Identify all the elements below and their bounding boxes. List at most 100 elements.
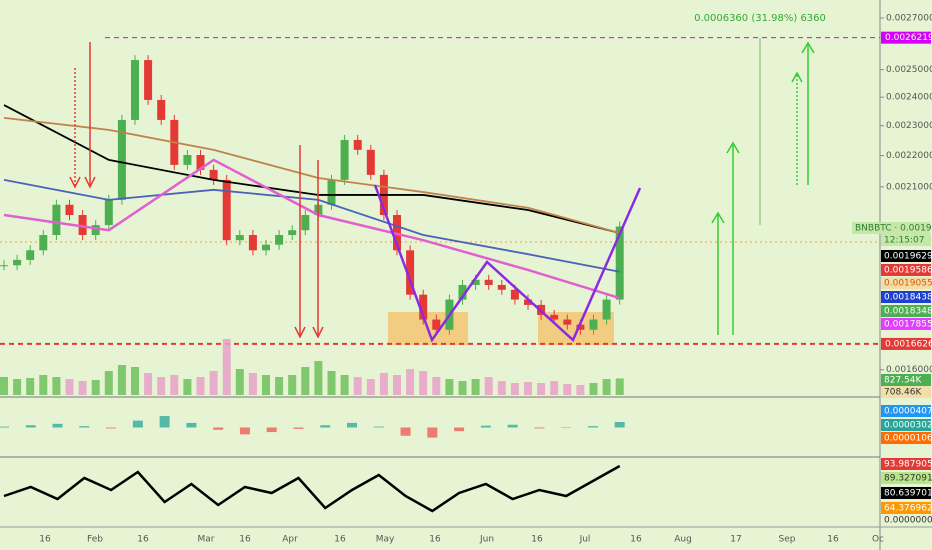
arrowhead <box>726 141 740 154</box>
x-tick-label: Jun <box>479 535 494 545</box>
x-tick-label: 16 <box>630 535 642 545</box>
volume-bar <box>615 378 624 395</box>
arrowhead <box>294 326 306 339</box>
macd-bar <box>0 426 9 428</box>
price-label: 0.0018348 <box>884 307 932 317</box>
macd-bar <box>400 427 411 436</box>
price-label-box <box>881 264 931 276</box>
price-label-box <box>881 250 931 262</box>
level-label-box <box>881 337 931 350</box>
candle <box>589 319 598 330</box>
x-tick-label: 16 <box>239 535 251 545</box>
volume-bar <box>353 377 362 395</box>
candle <box>366 149 375 175</box>
volume-bar <box>510 383 519 395</box>
candle <box>65 204 74 216</box>
volume-bar <box>340 375 349 395</box>
axis-label: 80.6397017 <box>884 489 932 499</box>
candle <box>248 235 257 251</box>
volume-bar <box>379 373 388 395</box>
macd-bar <box>373 426 384 428</box>
volume-bar <box>39 375 48 395</box>
axis-label-box <box>881 374 931 386</box>
volume-bar <box>65 379 74 395</box>
x-tick-label: 16 <box>39 535 51 545</box>
volume-bar <box>131 367 139 395</box>
candle <box>432 319 441 330</box>
price-label-box <box>881 234 931 246</box>
axis-label-box <box>881 405 931 417</box>
price-label-box <box>881 291 931 303</box>
volume-bar <box>209 371 218 395</box>
price-label: BNBBTC · 0.0019800 <box>855 224 932 234</box>
axis-label-box <box>881 458 931 470</box>
volume-bar <box>602 379 611 395</box>
volume-bar <box>576 385 585 395</box>
candle <box>615 226 624 300</box>
volume-bar <box>52 377 61 395</box>
volume-bar <box>550 381 559 395</box>
volume-bar <box>589 383 598 395</box>
volume-bar <box>537 383 546 395</box>
volume-bar <box>314 361 323 395</box>
macd-bar <box>614 422 625 428</box>
candle <box>157 99 166 120</box>
y-tick-label: 0.0023000 <box>886 121 932 131</box>
volume-bar <box>275 377 284 395</box>
arrowhead <box>69 176 81 189</box>
axis-label-box <box>881 472 931 484</box>
y-tick-label: 0.0027000 <box>886 13 932 23</box>
x-tick-label: Sep <box>779 535 796 545</box>
candle <box>235 235 244 241</box>
arrowhead <box>84 176 96 189</box>
measure-label: 0.0006360 (31.98%) 6360 <box>694 13 826 24</box>
price-label: 0.0018438 <box>884 293 932 303</box>
macd-bar <box>587 426 598 428</box>
axis-label: 64.3769622 <box>884 504 932 514</box>
volume-bar <box>393 375 401 395</box>
x-tick-label: 16 <box>429 535 441 545</box>
axis-label-box <box>881 419 931 431</box>
axis-label-box <box>881 386 931 398</box>
volume-bar <box>327 371 336 395</box>
candle <box>353 139 362 150</box>
candle <box>471 279 480 285</box>
volume-bar <box>78 381 87 395</box>
candle <box>91 225 100 236</box>
candle <box>117 119 126 200</box>
axis-label: 0.0000407 <box>884 407 932 417</box>
x-tick-label: 16 <box>334 535 346 545</box>
volume-bar <box>563 384 572 395</box>
volume-bar <box>445 379 454 395</box>
candle <box>550 314 559 320</box>
candle <box>39 235 48 251</box>
x-tick-label: Jul <box>579 535 591 545</box>
macd-bar <box>239 427 250 435</box>
price-label-box <box>852 222 930 234</box>
x-tick-label: 17 <box>730 535 741 545</box>
macd-bar <box>320 425 331 428</box>
candle <box>458 284 467 300</box>
candle <box>262 244 270 251</box>
macd-bar <box>79 426 90 428</box>
candle <box>104 199 113 226</box>
price-label: 0.0019586 <box>884 266 932 276</box>
x-tick-label: Oc <box>872 535 884 545</box>
candle <box>524 299 532 305</box>
axis-label-box <box>881 502 931 514</box>
volume-bar <box>484 377 493 395</box>
macd-bar <box>454 427 465 432</box>
x-tick-label: Apr <box>282 535 298 545</box>
macd-bar <box>132 420 143 428</box>
macd-bar <box>507 424 518 428</box>
price-label: 0.0019055 <box>884 279 932 289</box>
volume-bar <box>432 377 441 395</box>
candle <box>78 215 87 236</box>
volume-bar <box>117 365 126 395</box>
macd-bar <box>106 427 117 429</box>
macd-bar <box>347 422 358 428</box>
candle <box>13 259 22 266</box>
volume-bar <box>104 371 113 395</box>
x-tick-label: Aug <box>674 535 692 545</box>
